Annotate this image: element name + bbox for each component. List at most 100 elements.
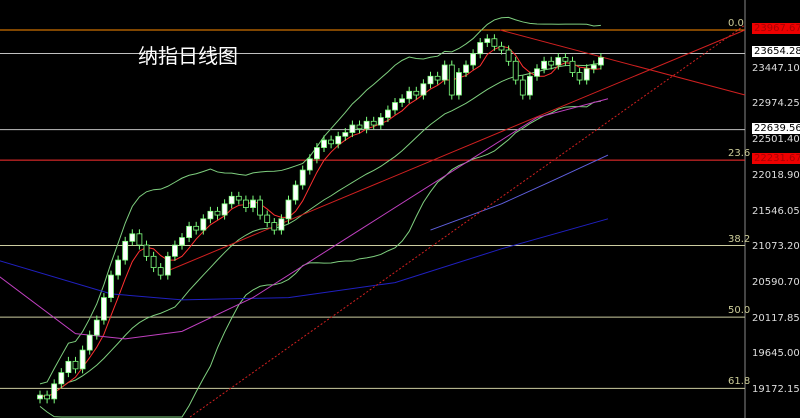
candle-body	[349, 124, 356, 133]
candle-body	[136, 233, 143, 246]
candle-body	[377, 117, 384, 126]
candle-body	[200, 218, 207, 231]
candle-body	[448, 64, 455, 96]
ma-fast-line	[39, 45, 601, 398]
candle-body	[292, 184, 299, 201]
candle-body	[399, 98, 406, 103]
candle-body	[363, 120, 370, 130]
candle-body	[498, 45, 505, 51]
candle-body	[207, 210, 214, 220]
candle-body	[519, 79, 526, 96]
price-label: 23654.28	[752, 46, 800, 58]
y-tick-label: 19645.00	[752, 348, 800, 360]
fib-label: 61.8	[728, 376, 751, 388]
candle-body	[463, 64, 469, 73]
candle-body	[392, 102, 398, 111]
ma-magenta-line	[0, 98, 609, 340]
y-tick-label: 21073.20	[752, 241, 800, 253]
candle-body	[441, 64, 448, 81]
candle-body	[179, 237, 185, 246]
candle-body	[477, 42, 484, 55]
candle-body	[193, 225, 200, 231]
y-tick-label: 20590.70	[752, 277, 800, 289]
fib-label: 23.6	[728, 148, 751, 160]
candle-body	[235, 195, 242, 201]
candle-body	[406, 90, 413, 100]
y-tick-label: 22501.40	[752, 133, 800, 145]
candle-body	[534, 68, 540, 77]
candle-body	[221, 203, 228, 216]
fib-label: 0.0	[728, 17, 744, 29]
candle-body	[214, 210, 221, 216]
candle-body	[257, 199, 264, 216]
y-tick-label: 21546.05	[752, 205, 800, 217]
price-label: 22231.67	[752, 153, 800, 165]
ma-upper-line	[430, 154, 609, 231]
candle-body	[37, 394, 43, 400]
candle-body	[306, 158, 313, 171]
candle-body	[101, 297, 107, 321]
candle-body	[51, 383, 58, 400]
y-tick-label: 19172.15	[752, 383, 800, 395]
candle-body	[122, 240, 129, 261]
candle-body	[505, 49, 512, 62]
candle-body	[321, 139, 327, 148]
candle-body	[562, 57, 569, 62]
y-tick-label: 22018.90	[752, 170, 800, 182]
candle-body	[555, 57, 562, 66]
chart-title: 纳指日线图	[138, 44, 238, 68]
fib-label: 38.2	[728, 233, 751, 245]
candle-body	[512, 60, 519, 81]
candle-body	[250, 199, 256, 208]
candle-body	[285, 199, 292, 220]
candle-body	[143, 244, 150, 257]
candle-body	[434, 75, 441, 81]
candle-body	[271, 222, 278, 231]
candle-body	[470, 53, 477, 66]
candle-body	[115, 259, 121, 276]
candle-body	[150, 255, 157, 268]
candle-body	[420, 83, 427, 96]
candle-body	[129, 233, 136, 242]
candle-body	[228, 195, 235, 205]
candle-body	[313, 147, 320, 160]
candle-body	[356, 124, 363, 130]
candle-body	[491, 38, 498, 47]
candle-body	[299, 169, 306, 186]
candle-body	[583, 68, 590, 81]
candle-body	[590, 64, 597, 70]
candle-body	[278, 218, 285, 231]
candle-body	[576, 72, 583, 81]
bollinger-mid	[39, 62, 601, 398]
candle-body	[527, 75, 533, 96]
candle-body	[328, 139, 335, 145]
candle-body	[413, 90, 420, 96]
candle-body	[569, 60, 576, 73]
candle-body	[164, 255, 171, 276]
candle-body	[342, 132, 349, 137]
ma-blue-line	[0, 218, 609, 301]
candle-body	[65, 360, 72, 374]
candle-body	[541, 60, 547, 70]
candle-body	[264, 214, 271, 223]
candle-body	[72, 360, 79, 370]
candle-body	[242, 199, 249, 208]
trendline	[164, 29, 746, 273]
candle-body	[58, 372, 65, 385]
candle-body	[93, 319, 100, 336]
trendline	[499, 29, 746, 96]
candle-body	[370, 120, 377, 126]
bollinger-upper	[39, 16, 601, 385]
candle-body	[44, 394, 50, 400]
candle-body	[484, 38, 491, 43]
candle-body	[79, 349, 86, 370]
candle-body	[335, 135, 342, 145]
price-label: 23967.67	[752, 22, 800, 34]
candle-body	[598, 57, 604, 66]
price-label: 22639.56	[752, 122, 800, 134]
candle-body	[455, 72, 462, 96]
candle-body	[384, 109, 391, 118]
candle-body	[186, 225, 193, 238]
